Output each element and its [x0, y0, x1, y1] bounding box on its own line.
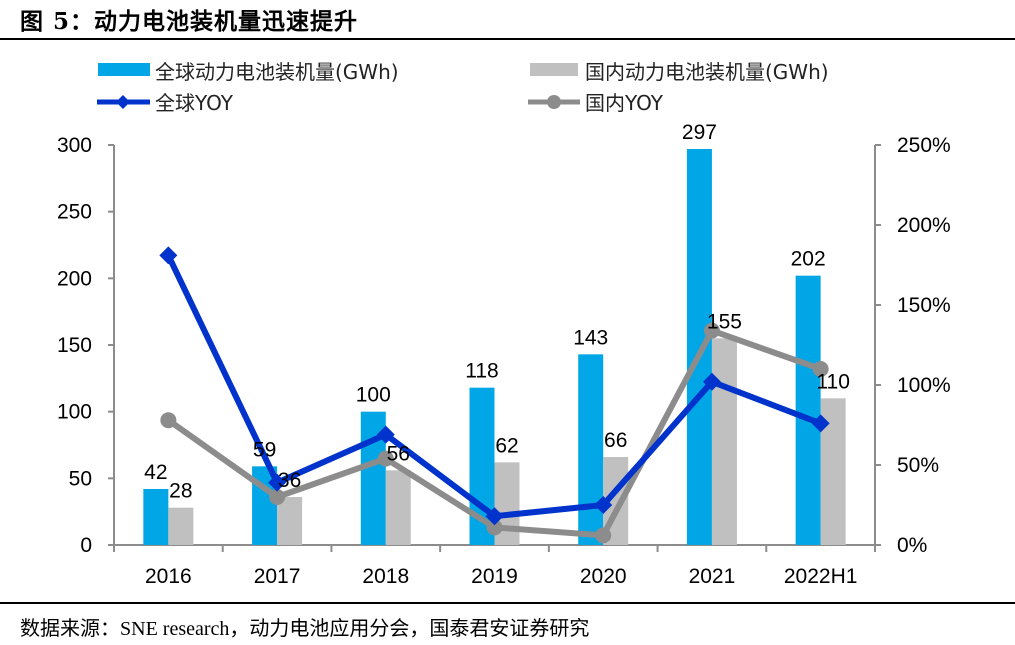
legend-marker-global-yoy: [116, 95, 130, 109]
marker-domestic-yoy: [595, 527, 612, 544]
x-axis-tick-label: 2021: [689, 565, 736, 588]
marker-domestic-yoy: [160, 412, 177, 429]
bar-domestic: [277, 497, 303, 545]
marker-global-yoy: [702, 372, 721, 391]
marker-domestic-yoy: [377, 450, 394, 467]
bar-domestic: [168, 507, 194, 545]
data-label-global: 297: [682, 121, 717, 144]
bar-global: [795, 275, 821, 545]
legend-label-domestic-yoy: 国内YOY: [585, 91, 664, 115]
data-label-domestic: 28: [169, 480, 192, 503]
data-label-global: 143: [573, 326, 608, 349]
marker-global-yoy: [159, 246, 178, 265]
right-axis-tick-label: 0%: [897, 534, 927, 557]
bottom-rule: [0, 602, 1015, 604]
marker-global-yoy: [811, 414, 830, 433]
source-note: 数据来源：SNE research，动力电池应用分会，国泰君安证券研究: [20, 618, 590, 640]
left-axis-tick-label: 200: [57, 267, 92, 290]
x-axis-tick-label: 2016: [145, 565, 192, 588]
left-axis-tick-label: 50: [69, 467, 92, 490]
marker-global-yoy: [268, 473, 287, 492]
bars: [143, 149, 846, 545]
x-axis-tick-label: 2017: [254, 565, 301, 588]
legend-label-global-bar: 全球动力电池装机量(GWh): [155, 60, 399, 84]
marker-domestic-yoy: [812, 361, 829, 377]
legend-label-global-yoy: 全球YOY: [155, 91, 234, 115]
marker-domestic-yoy: [703, 322, 720, 339]
data-label-global: 42: [144, 461, 167, 484]
bar-domestic: [385, 470, 411, 545]
data-label-domestic: 62: [495, 434, 518, 457]
marker-domestic-yoy: [269, 489, 286, 505]
bar-domestic: [711, 338, 737, 545]
left-axis-tick-label: 250: [57, 201, 92, 224]
left-axis-tick-label: 100: [57, 401, 92, 424]
legend-swatch-domestic-bar: [530, 63, 578, 76]
marker-domestic-yoy: [486, 519, 503, 536]
x-axis-tick-label: 2018: [362, 565, 409, 588]
data-label-global: 59: [253, 438, 276, 461]
right-axis-tick-label: 150%: [897, 294, 951, 317]
right-axis-tick-label: 100%: [897, 374, 951, 397]
marker-global-yoy: [594, 496, 613, 514]
left-axis-tick-label: 150: [57, 334, 92, 357]
right-axis-tick-label: 50%: [897, 454, 939, 477]
bar-global: [578, 354, 604, 545]
data-label-global: 100: [356, 384, 391, 407]
bar-global: [686, 149, 712, 545]
legend-label-domestic-bar: 国内动力电池装机量(GWh): [585, 60, 829, 84]
legend: 全球动力电池装机量(GWh) 国内动力电池装机量(GWh) 全球YOY 国内YO…: [97, 60, 829, 115]
marker-global-yoy: [485, 507, 504, 526]
top-rule: [0, 38, 1015, 40]
left-axis-tick-label: 0: [80, 534, 92, 557]
right-axis-tick-label: 250%: [897, 134, 951, 157]
data-label-domestic: 155: [707, 310, 742, 333]
data-label-domestic: 36: [278, 469, 301, 492]
data-label-global: 118: [465, 360, 498, 383]
x-axis-tick-label: 2020: [580, 565, 627, 588]
data-label-domestic: 110: [816, 370, 849, 393]
right-axis-tick-label: 200%: [897, 214, 951, 237]
bar-global: [143, 489, 169, 545]
x-axis-tick-label: 2022H1: [784, 565, 858, 588]
data-label-domestic: 56: [387, 442, 410, 465]
legend-marker-domestic-yoy: [547, 95, 561, 109]
left-axis-tick-label: 300: [57, 134, 92, 157]
figure-title: 图 5：动力电池装机量迅速提升: [20, 8, 359, 35]
axes: 0 50 100 150 200 250 300 0% 50% 100% 150% 200% 250% 2…: [57, 134, 951, 588]
legend-swatch-global-bar: [98, 63, 150, 76]
marker-global-yoy: [376, 425, 395, 444]
x-axis-tick-label: 2019: [471, 565, 518, 588]
data-label-global: 202: [791, 248, 826, 271]
lines: [159, 246, 830, 544]
data-label-domestic: 66: [604, 429, 627, 452]
